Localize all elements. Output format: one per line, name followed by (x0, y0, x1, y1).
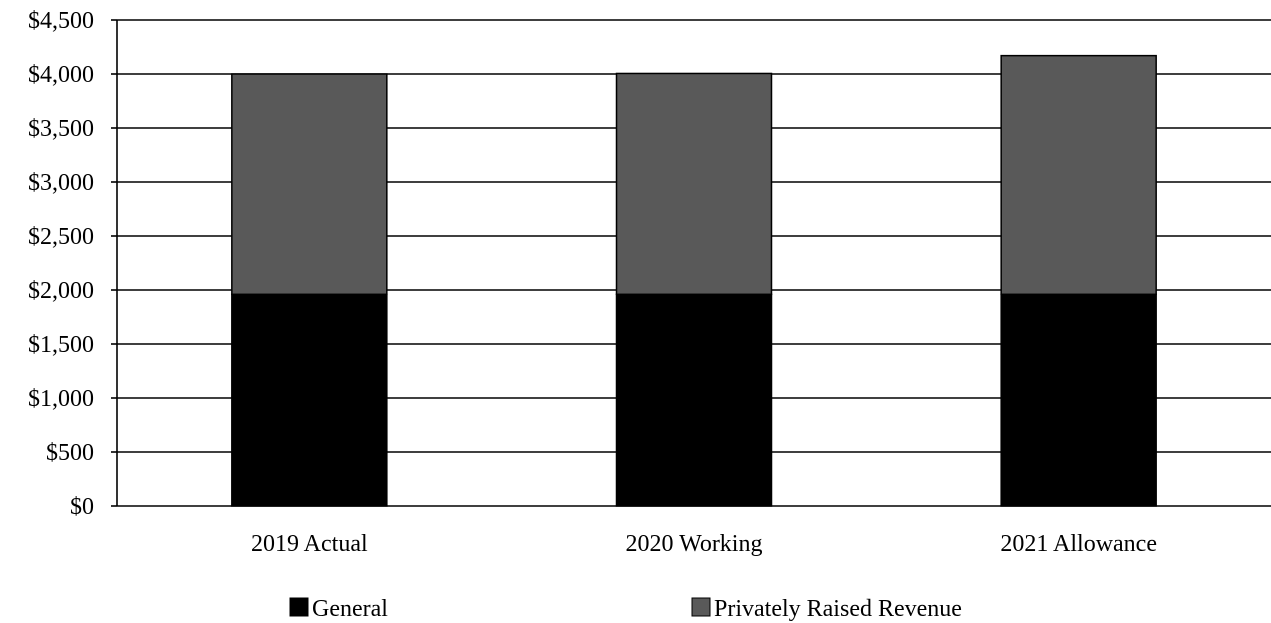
y-tick-label: $4,500 (28, 8, 94, 34)
bar-segment-privately-raised-revenue (231, 73, 388, 296)
bar-segment-privately-raised-revenue (1000, 54, 1157, 296)
y-tick-label: $0 (70, 494, 94, 520)
y-tick-label: $3,000 (28, 170, 94, 196)
x-category-label: 2021 Allowance (1000, 531, 1157, 557)
bar-segment-general (231, 293, 388, 507)
y-tick-label: $500 (46, 440, 94, 466)
legend-swatch-privately-raised-revenue (691, 597, 711, 617)
bar-segment-general (615, 293, 773, 507)
y-axis-tick-labels: $0 $500 $1,000 $1,500 $2,000 $2,500 $3,000 $3,5… (28, 8, 94, 520)
legend-swatch-general (289, 597, 309, 617)
y-tick-label: $2,500 (28, 224, 94, 250)
bars (231, 54, 1157, 507)
y-tick-label: $1,500 (28, 332, 94, 358)
x-axis-category-labels: 2019 Actual 2020 Working 2021 Allowance (251, 531, 1157, 557)
y-tick-label: $3,500 (28, 116, 94, 142)
y-tick-label: $1,000 (28, 386, 94, 412)
bar-segment-general (1000, 293, 1157, 507)
bar-segment-privately-raised-revenue (615, 72, 773, 296)
x-category-label: 2019 Actual (251, 531, 368, 557)
y-tick-label: $4,000 (28, 62, 94, 88)
y-tick-label: $2,000 (28, 278, 94, 304)
axes (111, 19, 1271, 507)
x-category-label: 2020 Working (626, 531, 763, 557)
legend-label-general: General (312, 596, 388, 622)
legend-label-privately-raised-revenue: Privately Raised Revenue (714, 596, 962, 622)
legend: General Privately Raised Revenue (289, 596, 962, 622)
